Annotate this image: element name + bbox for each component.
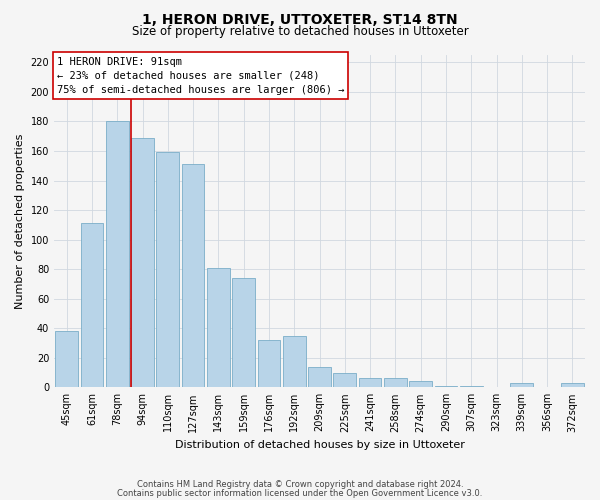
Bar — [409, 382, 432, 388]
Text: Contains HM Land Registry data © Crown copyright and database right 2024.: Contains HM Land Registry data © Crown c… — [137, 480, 463, 489]
Text: 1, HERON DRIVE, UTTOXETER, ST14 8TN: 1, HERON DRIVE, UTTOXETER, ST14 8TN — [142, 12, 458, 26]
Bar — [55, 331, 78, 388]
Bar — [384, 378, 407, 388]
Bar — [182, 164, 205, 388]
Bar — [511, 383, 533, 388]
Bar — [232, 278, 255, 388]
Bar — [561, 383, 584, 388]
Bar — [257, 340, 280, 388]
Bar — [106, 122, 128, 388]
Text: Contains public sector information licensed under the Open Government Licence v3: Contains public sector information licen… — [118, 488, 482, 498]
Bar — [334, 372, 356, 388]
Bar — [283, 336, 305, 388]
Bar — [308, 366, 331, 388]
Bar — [131, 138, 154, 388]
Bar — [207, 268, 230, 388]
Text: 1 HERON DRIVE: 91sqm
← 23% of detached houses are smaller (248)
75% of semi-deta: 1 HERON DRIVE: 91sqm ← 23% of detached h… — [56, 56, 344, 94]
Bar — [80, 224, 103, 388]
Bar — [359, 378, 382, 388]
X-axis label: Distribution of detached houses by size in Uttoxeter: Distribution of detached houses by size … — [175, 440, 464, 450]
Bar — [157, 152, 179, 388]
Bar — [434, 386, 457, 388]
Text: Size of property relative to detached houses in Uttoxeter: Size of property relative to detached ho… — [131, 25, 469, 38]
Y-axis label: Number of detached properties: Number of detached properties — [15, 134, 25, 309]
Bar — [460, 386, 482, 388]
